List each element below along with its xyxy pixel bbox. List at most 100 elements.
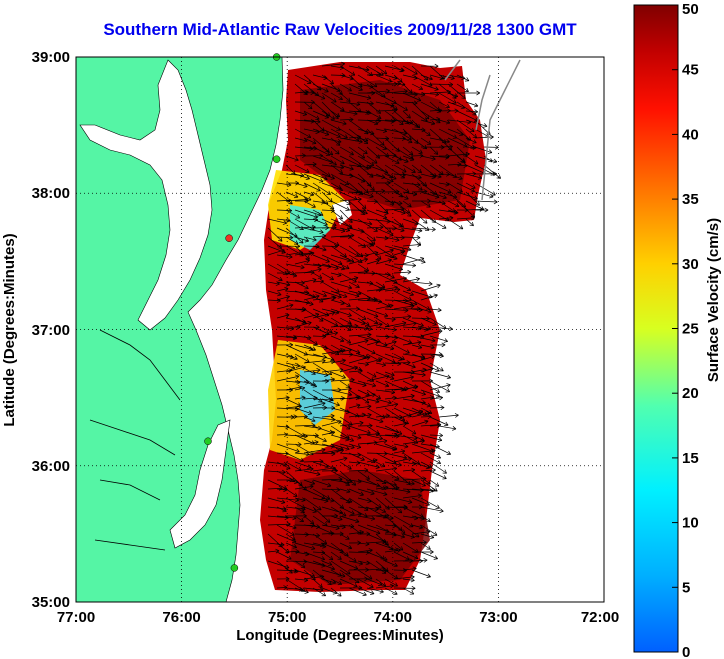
- velocity-arrow: [294, 236, 309, 242]
- velocity-arrow: [384, 362, 401, 365]
- velocity-arrow: [276, 533, 297, 543]
- velocity-arrow: [339, 173, 354, 177]
- velocity-arrowhead: [386, 272, 391, 277]
- velocity-arrow: [366, 218, 391, 223]
- velocity-arrow: [339, 524, 355, 527]
- velocity-arrowhead: [306, 133, 312, 139]
- velocity-arrow: [438, 200, 456, 213]
- velocity-arrow: [330, 457, 348, 463]
- velocity-arrow: [447, 137, 468, 148]
- velocity-arrowhead: [347, 285, 353, 290]
- velocity-arrow: [312, 533, 327, 544]
- velocity-arrowhead: [332, 161, 337, 166]
- velocity-arrow: [393, 515, 414, 528]
- velocity-arrow: [285, 199, 308, 202]
- velocity-arrow: [429, 326, 453, 330]
- velocity-arrowhead: [458, 225, 464, 230]
- velocity-arrow: [339, 407, 360, 417]
- velocity-arrow: [384, 236, 400, 241]
- velocity-arrowhead: [301, 395, 306, 401]
- velocity-arrowhead: [300, 386, 306, 391]
- velocity-arrow: [465, 191, 480, 206]
- velocity-arrow: [330, 83, 343, 95]
- velocity-arrow: [330, 200, 350, 211]
- velocity-arrow: [402, 341, 422, 346]
- velocity-arrow: [402, 495, 422, 499]
- velocity-arrow: [267, 497, 286, 503]
- velocity-arrowhead: [305, 255, 310, 260]
- velocity-arrowhead: [288, 569, 293, 574]
- velocity-arrow: [375, 164, 394, 179]
- velocity-arrow: [348, 488, 364, 496]
- velocity-arrowhead: [355, 283, 360, 289]
- velocity-arrowhead: [335, 141, 341, 146]
- velocity-arrowhead: [399, 414, 403, 420]
- velocity-arrow: [402, 257, 425, 265]
- velocity-arrowhead: [322, 543, 327, 549]
- velocity-arrow: [411, 470, 431, 485]
- velocity-arrow: [447, 209, 458, 214]
- velocity-arrow: [411, 344, 422, 349]
- velocity-arrow: [357, 433, 380, 436]
- velocity-arrow: [429, 353, 444, 357]
- velocity-arrowhead: [382, 128, 388, 134]
- velocity-arrow: [357, 146, 368, 154]
- velocity-arrowhead: [426, 529, 431, 535]
- velocity-arrowhead: [316, 187, 321, 192]
- velocity-arrow: [411, 128, 426, 131]
- velocity-arrowhead: [373, 297, 378, 302]
- velocity-arrow: [402, 434, 419, 444]
- velocity-arrow: [348, 297, 371, 301]
- velocity-arrow: [384, 549, 401, 553]
- velocity-arrow: [339, 299, 351, 307]
- velocity-arrow: [420, 173, 436, 179]
- velocity-arrowhead: [405, 349, 410, 354]
- velocity-arrow: [456, 110, 479, 122]
- velocity-arrowhead: [299, 239, 304, 244]
- velocity-arrow: [348, 479, 362, 483]
- velocity-arrow: [366, 308, 389, 317]
- station-marker: [204, 437, 212, 445]
- velocity-arrow: [339, 128, 360, 142]
- velocity-arrow: [321, 431, 335, 436]
- velocity-arrowhead: [281, 499, 286, 505]
- velocity-arrowhead: [436, 283, 441, 289]
- velocity-arrowhead: [345, 535, 350, 540]
- velocity-arrowhead: [355, 579, 360, 584]
- velocity-arrowhead: [346, 570, 351, 575]
- velocity-arrow: [393, 65, 404, 72]
- colorbar-tick-label: 20: [682, 385, 699, 402]
- velocity-arrowhead: [363, 210, 368, 215]
- velocity-arrow: [375, 245, 395, 258]
- velocity-arrow: [411, 369, 427, 373]
- velocity-arrowhead: [357, 197, 362, 202]
- velocity-arrow: [447, 163, 462, 166]
- velocity-arrow: [321, 308, 340, 314]
- velocity-arrow: [402, 353, 425, 358]
- velocity-arrow: [267, 249, 285, 256]
- velocity-arrowhead: [421, 482, 426, 487]
- velocity-arrow: [474, 136, 494, 139]
- velocity-arrow: [420, 533, 435, 538]
- velocity-arrow: [339, 388, 352, 391]
- velocity-arrowhead: [343, 456, 348, 462]
- velocity-arrow: [375, 479, 397, 486]
- velocity-arrowhead: [305, 258, 310, 264]
- velocity-arrow: [420, 469, 436, 472]
- velocity-arrow: [285, 560, 307, 563]
- velocity-arrow: [393, 200, 411, 214]
- velocity-arrowhead: [314, 217, 319, 223]
- velocity-arrow: [339, 119, 354, 121]
- velocity-arrow: [429, 146, 439, 155]
- velocity-arrow: [303, 397, 318, 400]
- velocity-arrow: [285, 155, 299, 161]
- velocity-arrowhead: [315, 532, 320, 538]
- velocity-arrow: [357, 290, 376, 301]
- velocity-arrow: [411, 398, 431, 407]
- velocity-arrow: [294, 252, 313, 256]
- velocity-arrow: [420, 452, 441, 464]
- velocity-arrow: [384, 245, 406, 252]
- velocity-arrow: [276, 407, 299, 410]
- velocity-arrowhead: [411, 430, 417, 435]
- velocity-arrowhead: [419, 256, 425, 262]
